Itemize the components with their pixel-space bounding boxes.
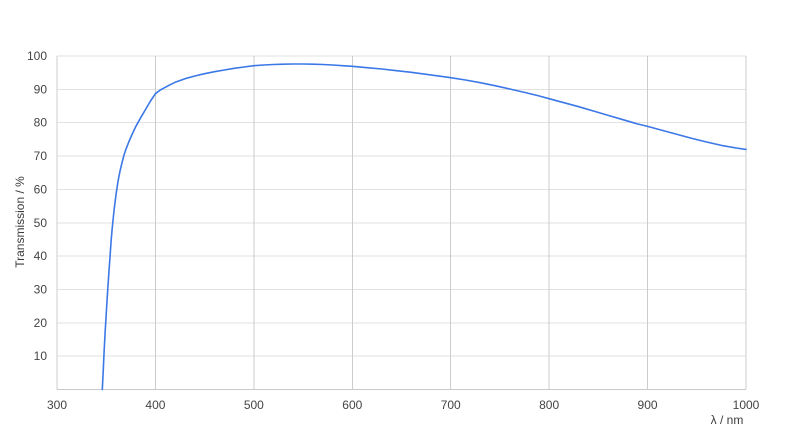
y-tick-label-30: 30	[34, 282, 48, 296]
y-tick-label-20: 20	[34, 316, 48, 330]
y-tick-label-50: 50	[34, 216, 48, 230]
y-tick-label-70: 70	[34, 149, 48, 163]
y-tick-label-10: 10	[34, 349, 48, 363]
x-tick-label-800: 800	[539, 398, 559, 412]
x-axis-title: λ / nm	[711, 413, 744, 427]
y-axis-title: Transmission / %	[13, 176, 27, 268]
x-axis-tick-labels: 300 400 500 600 700 800 900 1000	[47, 398, 760, 412]
y-tick-label-80: 80	[34, 116, 48, 130]
x-tick-label-300: 300	[47, 398, 67, 412]
x-tick-label-900: 900	[638, 398, 658, 412]
x-tick-label-400: 400	[145, 398, 165, 412]
transmission-curve	[101, 63, 747, 391]
y-tick-label-90: 90	[34, 82, 48, 96]
y-axis-tick-labels: 10 20 30 40 50 60 70 80 90 100	[27, 49, 47, 363]
vertical-gridlines	[56, 56, 747, 390]
y-tick-label-60: 60	[34, 182, 48, 196]
x-tick-label-500: 500	[244, 398, 264, 412]
x-tick-label-1000: 1000	[733, 398, 760, 412]
y-tick-label-100: 100	[27, 49, 47, 63]
horizontal-gridlines	[57, 55, 746, 357]
y-tick-label-40: 40	[34, 249, 48, 263]
x-tick-label-700: 700	[441, 398, 461, 412]
x-tick-label-600: 600	[342, 398, 362, 412]
